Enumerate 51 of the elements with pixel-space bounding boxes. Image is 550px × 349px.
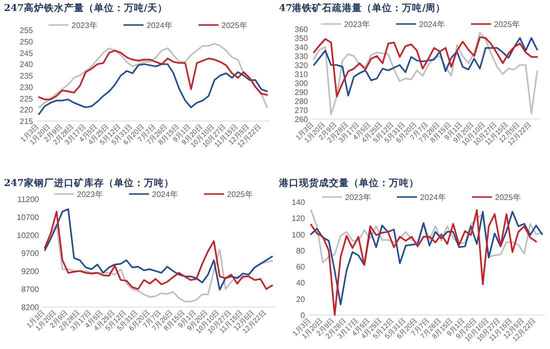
legend-label: 2024年 — [152, 190, 178, 199]
y-tick-label: 280 — [294, 97, 309, 106]
legend-label: 2024年 — [420, 193, 446, 202]
y-tick-label: 10200 — [16, 231, 40, 240]
chart-title: 港口现货成交量（单位：万吨） — [278, 177, 419, 189]
y-tick-label: 40 — [296, 278, 306, 288]
y-tick-label: 300 — [294, 79, 309, 88]
y-tick-label: 255 — [20, 26, 34, 35]
y-tick-label: 290 — [294, 88, 309, 97]
y-tick-label: 320 — [294, 61, 309, 70]
y-tick-label: 9700 — [21, 249, 40, 258]
y-tick-label: 360 — [294, 25, 309, 34]
y-tick-label: 80 — [296, 246, 306, 256]
y-tick-label: 225 — [20, 94, 34, 104]
legend-label: 2025年 — [494, 20, 520, 29]
chart-title: 247家钢厂进口矿库存（单位：万吨） — [4, 177, 174, 189]
legend-label: 2023年 — [345, 193, 371, 202]
y-tick-label: 310 — [294, 70, 309, 79]
chart-title: 247高炉铁水产量（单位：万吨/天） — [4, 2, 168, 14]
legend-label: 2025年 — [227, 190, 253, 199]
y-tick-label: 215 — [20, 117, 34, 126]
legend-label: 2024年 — [419, 20, 445, 29]
y-tick-label: 245 — [20, 48, 34, 58]
y-tick-label: 260 — [294, 115, 309, 124]
y-tick-label: 220 — [20, 106, 34, 115]
legend-label: 2025年 — [222, 21, 248, 30]
y-tick-label: 250 — [20, 37, 34, 46]
y-tick-label: 9200 — [21, 267, 40, 276]
y-tick-label: 10700 — [16, 213, 40, 222]
legend-label: 2023年 — [77, 190, 103, 199]
y-tick-label: 270 — [294, 106, 309, 115]
y-tick-label: 60 — [296, 262, 306, 272]
y-tick-label: 11200 — [17, 195, 40, 204]
y-tick-label: 100 — [292, 230, 306, 240]
y-tick-label: 8200 — [21, 303, 40, 312]
legend-label: 2023年 — [344, 20, 370, 29]
chart-title: 47港铁矿石疏港量（单位：万吨/周） — [279, 2, 446, 14]
y-tick-label: 350 — [294, 34, 309, 43]
y-tick-label: 8700 — [21, 285, 40, 294]
y-tick-label: 235 — [20, 72, 34, 80]
y-tick-label: 140 — [292, 198, 306, 207]
y-tick-label: 340 — [294, 43, 309, 52]
y-tick-label: 20 — [296, 294, 306, 304]
y-tick-label: 240 — [20, 60, 34, 70]
y-tick-label: 330 — [294, 52, 309, 61]
y-tick-label: 230 — [20, 82, 34, 92]
legend-label: 2025年 — [495, 193, 521, 202]
legend-label: 2024年 — [146, 21, 172, 30]
legend-label: 2023年 — [72, 21, 98, 30]
y-tick-label: 0 — [300, 311, 306, 320]
y-tick-label: 120 — [292, 214, 306, 224]
